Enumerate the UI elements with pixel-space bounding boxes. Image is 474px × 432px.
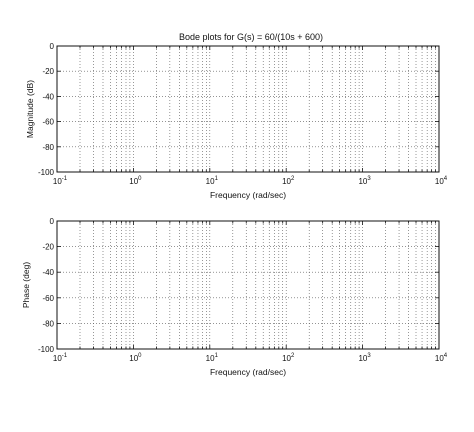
magnitude-x-tick-label: 100 [129, 176, 142, 186]
phase-y-tick-label: -40 [42, 268, 54, 277]
magnitude-x-tick-exponent: 3 [367, 176, 371, 182]
phase-x-tick-base: 10 [129, 354, 138, 363]
phase-x-axis-label: Frequency (rad/sec) [210, 367, 286, 377]
phase-axes-frame [56, 220, 440, 350]
phase-x-tick-exponent: 4 [444, 353, 448, 359]
phase-x-tick-base: 10 [282, 354, 291, 363]
phase-x-tick-exponent: 2 [291, 353, 295, 359]
phase-plot: 0-20-40-60-80-100 10-1 100 101 102 103 104 Fr… [21, 217, 448, 377]
phase-grid [57, 221, 439, 349]
phase-y-tick-label: -100 [38, 345, 55, 354]
phase-x-tick-label: 101 [206, 353, 219, 363]
phase-x-tick-exponent: 3 [367, 353, 371, 359]
magnitude-x-tick-base: 10 [282, 177, 291, 186]
phase-y-tick-label: -80 [42, 319, 54, 328]
phase-x-tick-labels: 10-1 100 101 102 103 104 [53, 353, 448, 363]
magnitude-x-tick-base: 10 [435, 177, 444, 186]
phase-x-tick-exponent: 1 [215, 353, 219, 359]
magnitude-y-tick-label: -20 [42, 67, 54, 76]
phase-y-tick-labels: 0 -20 -40 -60 -80 -100 [38, 217, 55, 354]
phase-x-tick-base: 10 [358, 354, 367, 363]
chart-title: Bode plots for G(s) = 60/(10s + 600) [179, 32, 323, 42]
magnitude-x-tick-exponent: -1 [62, 176, 68, 182]
magnitude-x-tick-labels: 10-1 100 101 102 103 104 [53, 176, 448, 186]
magnitude-y-tick-label: 0 [50, 42, 55, 51]
magnitude-x-tick-base: 10 [358, 177, 367, 186]
magnitude-y-tick-label: -60 [42, 118, 54, 127]
phase-y-tick-label: -60 [42, 294, 54, 303]
phase-x-tick-label: 100 [129, 353, 142, 363]
magnitude-x-tick-label: 101 [206, 176, 219, 186]
magnitude-x-axis-label: Frequency (rad/sec) [210, 190, 286, 200]
magnitude-x-tick-exponent: 2 [291, 176, 295, 182]
magnitude-x-tick-label: 104 [435, 176, 448, 186]
magnitude-axes-frame [56, 45, 440, 173]
magnitude-x-tick-base: 10 [53, 177, 62, 186]
magnitude-x-tick-label: 103 [358, 176, 371, 186]
magnitude-y-axis-label: Magnitude (dB) [25, 80, 35, 138]
phase-x-tick-exponent: -1 [62, 353, 68, 359]
phase-x-tick-base: 10 [206, 354, 215, 363]
magnitude-y-tick-label: -100 [38, 168, 55, 177]
phase-x-tick-label: 102 [282, 353, 295, 363]
phase-x-tick-base: 10 [53, 354, 62, 363]
magnitude-x-tick-base: 10 [206, 177, 215, 186]
magnitude-x-tick-label: 10-1 [53, 176, 68, 186]
phase-x-tick-label: 104 [435, 353, 448, 363]
phase-ticks [57, 221, 439, 349]
magnitude-y-tick-label: -40 [42, 92, 54, 101]
magnitude-plot: Bode plots for G(s) = 60/(10s + 600) 0 -2… [25, 32, 448, 200]
phase-x-tick-base: 10 [435, 354, 444, 363]
magnitude-x-tick-exponent: 1 [215, 176, 219, 182]
magnitude-x-tick-base: 10 [129, 177, 138, 186]
magnitude-x-tick-exponent: 4 [444, 176, 448, 182]
magnitude-x-tick-exponent: 0 [138, 176, 142, 182]
magnitude-y-tick-labels: 0 -20 -40 -60 -80 -100 [38, 42, 55, 177]
phase-y-tick-label: -20 [42, 243, 54, 252]
magnitude-y-tick-label: -80 [42, 143, 54, 152]
phase-x-tick-exponent: 0 [138, 353, 142, 359]
magnitude-grid [57, 46, 439, 172]
phase-y-axis-label: Phase (deg) [21, 262, 31, 308]
phase-x-tick-label: 103 [358, 353, 371, 363]
magnitude-ticks [57, 46, 439, 172]
phase-y-tick-label: 0 [50, 217, 55, 226]
magnitude-x-tick-label: 102 [282, 176, 295, 186]
phase-x-tick-label: 10-1 [53, 353, 68, 363]
